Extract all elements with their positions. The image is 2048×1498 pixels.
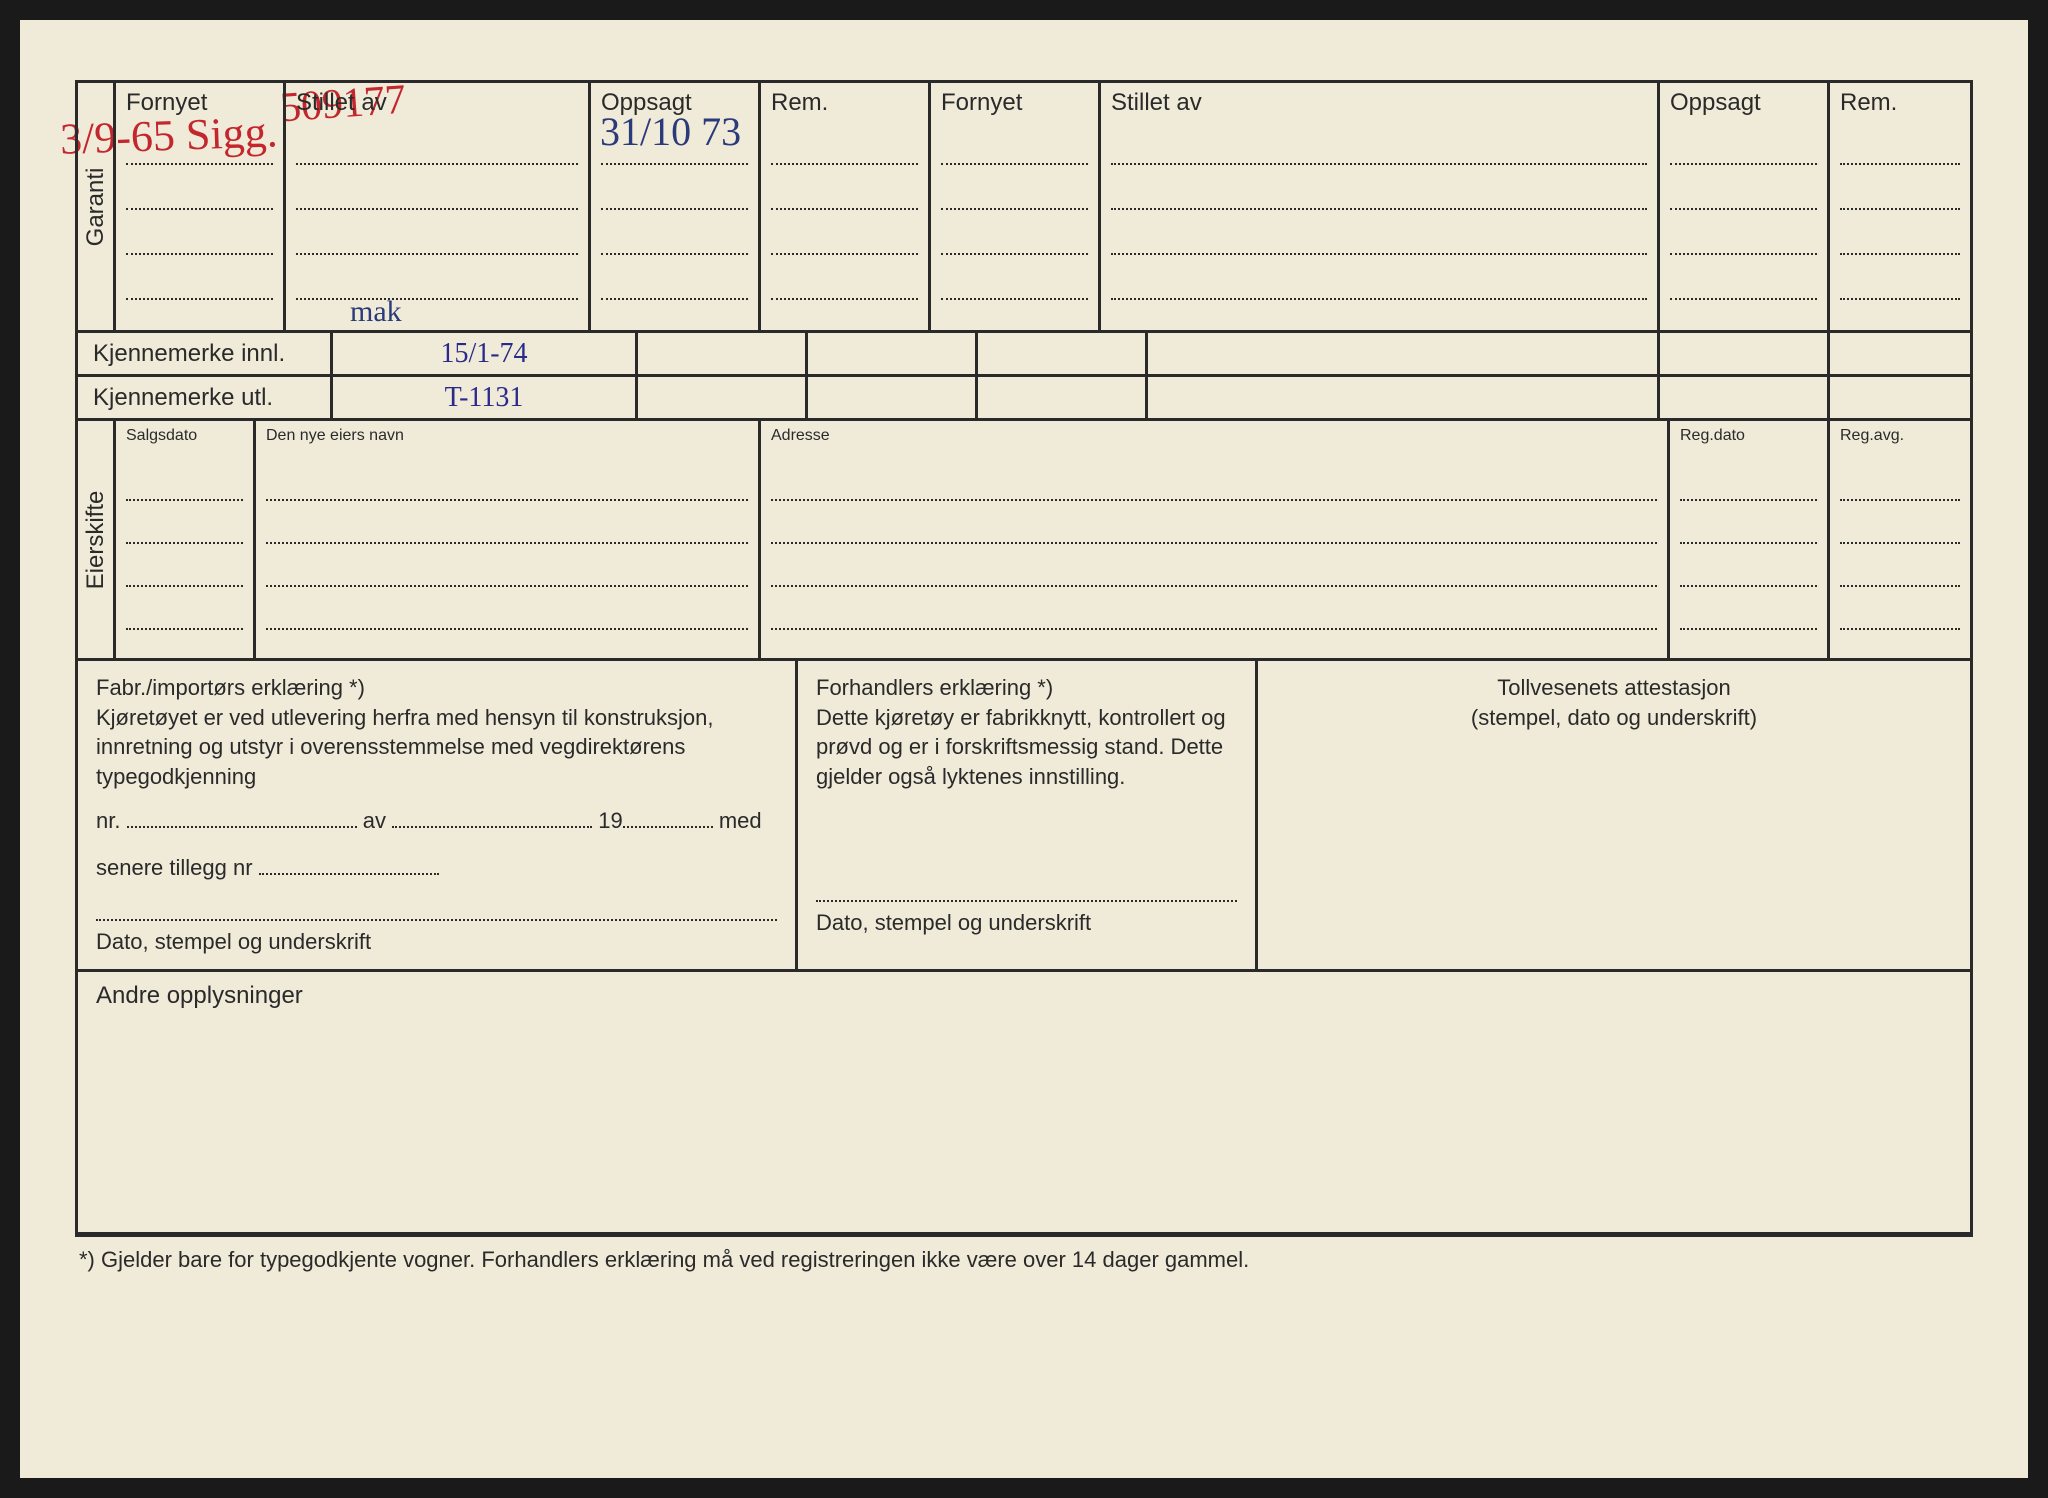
col-stillet-2: Stillet av xyxy=(1101,83,1660,330)
col-regavg: Reg.avg. xyxy=(1830,421,1970,658)
kjennemerke-innl-label: Kjennemerke innl. xyxy=(78,333,333,374)
fabr-nr-line: nr. av 19 med xyxy=(96,806,777,836)
fabr-body: Kjøretøyet er ved utlevering herfra med … xyxy=(96,703,777,792)
forhandler-title: Forhandlers erklæring *) xyxy=(816,673,1237,703)
forhandler-declaration: Forhandlers erklæring *) Dette kjøretøy … xyxy=(798,661,1258,969)
garanti-label: Garanti xyxy=(82,167,110,246)
kjennemerke-utl-row: Kjennemerke utl. T-1131 xyxy=(78,377,1970,421)
col-oppsagt-1: Oppsagt xyxy=(591,83,761,330)
fabr-title: Fabr./importørs erklæring *) xyxy=(96,673,777,703)
fabr-tillegg-line: senere tillegg nr xyxy=(96,853,777,883)
kjennemerke-utl-label: Kjennemerke utl. xyxy=(78,377,333,418)
eierskifte-vlabel: Eierskifte xyxy=(78,421,116,658)
k-innl-c2 xyxy=(638,333,808,374)
hdr-fornyet-1: Fornyet xyxy=(126,89,273,117)
col-nye-eier: Den nye eiers navn xyxy=(256,421,761,658)
col-fornyet-2: Fornyet xyxy=(931,83,1101,330)
k-utl-c2 xyxy=(638,377,808,418)
col-salgsdato: Salgsdato xyxy=(116,421,256,658)
fabr-tillegg: senere tillegg nr xyxy=(96,855,253,880)
k-innl-c6 xyxy=(1660,333,1830,374)
hdr-stillet-2: Stillet av xyxy=(1111,89,1647,117)
footnote: *) Gjelder bare for typegodkjente vogner… xyxy=(75,1235,1973,1273)
toll-sub: (stempel, dato og underskrift) xyxy=(1276,703,1952,733)
kjennemerke-innl-row: Kjennemerke innl. 15/1-74 xyxy=(78,333,1970,377)
k-utl-c6 xyxy=(1660,377,1830,418)
hdr-rem-1: Rem. xyxy=(771,89,918,117)
eierskifte-label: Eierskifte xyxy=(82,490,110,589)
hdr-regavg: Reg.avg. xyxy=(1840,427,1960,445)
k-utl-value: T-1131 xyxy=(333,377,638,418)
toll-title: Tollvesenets attestasjon xyxy=(1276,673,1952,703)
forhandler-body: Dette kjøretøy er fabrikknytt, kontrolle… xyxy=(816,703,1237,792)
col-rem-2: Rem. xyxy=(1830,83,1970,330)
k-innl-value: 15/1-74 xyxy=(333,333,638,374)
col-regdato: Reg.dato xyxy=(1670,421,1830,658)
col-adresse: Adresse xyxy=(761,421,1670,658)
andre-label: Andre opplysninger xyxy=(96,982,303,1009)
garanti-columns: Fornyet Stillet av Oppsagt Rem. Fornyet xyxy=(116,83,1970,330)
hdr-oppsagt-2: Oppsagt xyxy=(1670,89,1817,117)
col-stillet-1: Stillet av xyxy=(286,83,591,330)
col-fornyet-1: Fornyet xyxy=(116,83,286,330)
hdr-oppsagt-1: Oppsagt xyxy=(601,89,748,117)
fabr-year: 19 xyxy=(598,808,622,833)
fabr-med: med xyxy=(719,808,762,833)
k-innl-c7 xyxy=(1830,333,1970,374)
k-innl-c3 xyxy=(808,333,978,374)
fabr-nr: nr. xyxy=(96,808,120,833)
hdr-adresse: Adresse xyxy=(771,427,1657,445)
declarations-section: Fabr./importørs erklæring *) Kjøretøyet … xyxy=(78,661,1970,972)
garanti-vlabel: Garanti xyxy=(78,83,116,330)
eierskifte-section: Eierskifte Salgsdato Den nye eiers navn … xyxy=(78,421,1970,661)
fabr-av: av xyxy=(363,808,386,833)
forhandler-sig: Dato, stempel og underskrift xyxy=(816,908,1237,938)
fabr-sig: Dato, stempel og underskrift xyxy=(96,927,777,957)
k-innl-c5 xyxy=(1148,333,1660,374)
col-rem-1: Rem. xyxy=(761,83,931,330)
k-utl-c4 xyxy=(978,377,1148,418)
k-utl-c3 xyxy=(808,377,978,418)
fabr-declaration: Fabr./importørs erklæring *) Kjøretøyet … xyxy=(78,661,798,969)
hdr-rem-2: Rem. xyxy=(1840,89,1960,117)
hdr-regdato: Reg.dato xyxy=(1680,427,1817,445)
main-frame: Garanti Fornyet Stillet av Oppsagt Rem. xyxy=(75,80,1973,1235)
hdr-stillet-1: Stillet av xyxy=(296,89,578,117)
registration-card: 509177 3/9-65 Sigg. 31/10 73 mak Garanti… xyxy=(20,20,2028,1478)
k-utl-c5 xyxy=(1148,377,1660,418)
garanti-section: Garanti Fornyet Stillet av Oppsagt Rem. xyxy=(78,83,1970,333)
k-utl-c7 xyxy=(1830,377,1970,418)
k-innl-c4 xyxy=(978,333,1148,374)
hdr-nye-eier: Den nye eiers navn xyxy=(266,427,748,445)
hdr-fornyet-2: Fornyet xyxy=(941,89,1088,117)
toll-attestation: Tollvesenets attestasjon (stempel, dato … xyxy=(1258,661,1970,969)
andre-opplysninger: Andre opplysninger xyxy=(78,972,1970,1232)
hdr-salgsdato: Salgsdato xyxy=(126,427,243,445)
col-oppsagt-2: Oppsagt xyxy=(1660,83,1830,330)
